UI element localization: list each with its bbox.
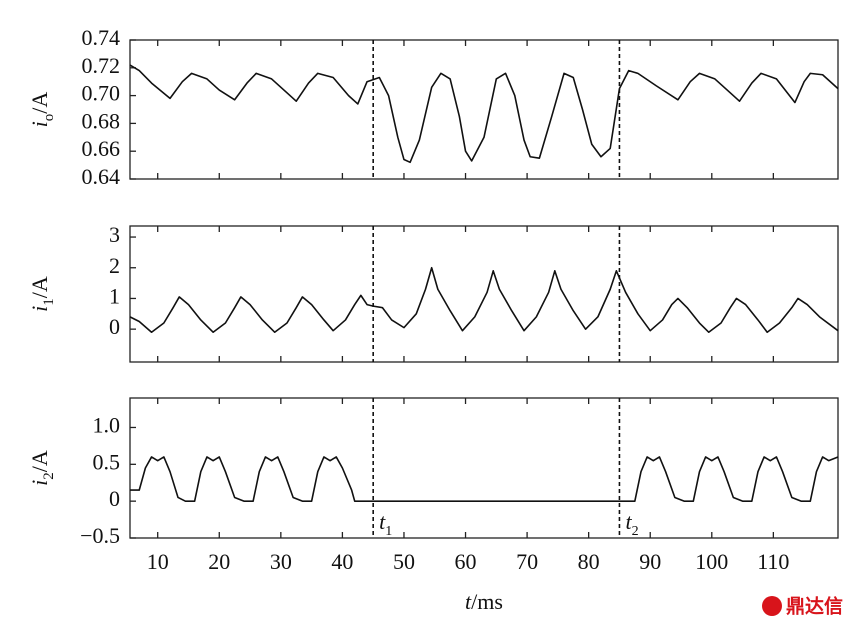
logo-icon (762, 596, 782, 616)
y-tick-label: 0 (109, 486, 120, 511)
subscript: 2 (632, 524, 639, 539)
plot-frame (129, 397, 839, 539)
line (129, 64, 839, 164)
unit: /A (27, 92, 52, 114)
watermark: 鼎达信 (786, 595, 843, 618)
symbol: t (625, 509, 632, 534)
symbol: i (27, 121, 52, 127)
y-tick-label: 2 (109, 253, 120, 278)
y-tick-label: −0.5 (80, 523, 120, 548)
unit: /A (27, 276, 52, 298)
x-tick-label: 30 (270, 549, 292, 574)
line (130, 456, 839, 502)
unit: /ms (471, 589, 503, 614)
symbol: t (379, 509, 386, 534)
subscript: 2 (41, 472, 57, 480)
y-tick-label: 0.66 (82, 136, 121, 161)
x-tick-label: 70 (516, 549, 538, 574)
y-axis-label: i1/A (27, 276, 57, 312)
event-label: t2 (625, 509, 638, 539)
y-tick-label: 0.64 (82, 164, 121, 189)
plot-frame (129, 39, 839, 180)
y-axis-label: io/A (27, 92, 57, 128)
event-label: t1 (379, 509, 392, 539)
y-tick-label: 0.74 (82, 25, 121, 50)
x-tick-label: 50 (393, 549, 415, 574)
x-tick-label: 40 (331, 549, 353, 574)
y-tick-label: 0.72 (82, 53, 121, 78)
x-tick-label: 100 (695, 549, 728, 574)
symbol: t (465, 589, 472, 614)
subscript: o (41, 114, 57, 122)
watermark-logo: 鼎达信 (762, 595, 843, 618)
subscript: 1 (41, 298, 57, 306)
y-tick-label: 0.5 (93, 449, 121, 474)
unit: /A (27, 450, 52, 472)
symbol: i (27, 306, 52, 312)
y-tick-label: 1 (109, 283, 120, 308)
x-tick-label: 10 (147, 549, 169, 574)
y-tick-label: 0.70 (82, 81, 121, 106)
y-tick-label: 3 (109, 222, 120, 247)
x-tick-label: 90 (639, 549, 661, 574)
x-tick-label: 80 (578, 549, 600, 574)
symbol: i (27, 480, 52, 486)
x-axis-label: t/ms (465, 589, 503, 614)
y-axis-label: i2/A (27, 450, 57, 486)
x-tick-label: 20 (208, 549, 230, 574)
plot-frame (129, 225, 839, 363)
subscript: 1 (385, 524, 392, 539)
line (129, 266, 839, 334)
x-tick-label: 110 (757, 549, 789, 574)
x-tick-label: 60 (455, 549, 477, 574)
y-tick-label: 1.0 (93, 413, 121, 438)
y-tick-label: 0.68 (82, 108, 121, 133)
y-tick-label: 0 (109, 314, 120, 339)
